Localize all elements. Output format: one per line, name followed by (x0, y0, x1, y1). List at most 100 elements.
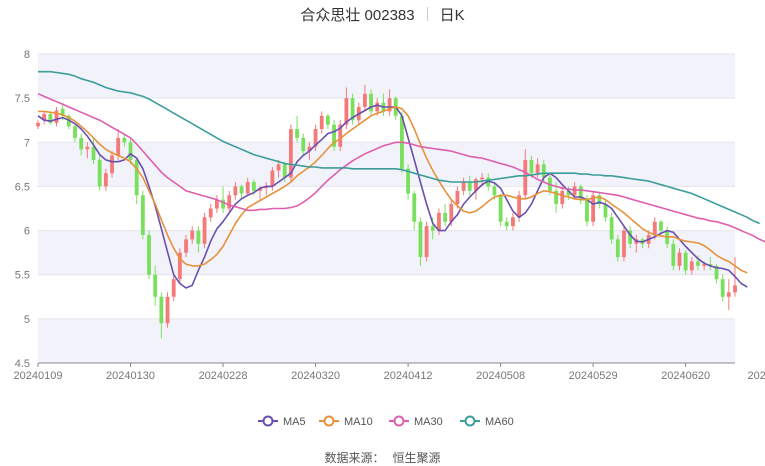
candle-body (159, 296, 164, 324)
candle-body (615, 239, 620, 258)
legend-marker (393, 415, 405, 427)
x-tick-label: 20240228 (199, 370, 248, 382)
candle-body (171, 279, 176, 297)
candle-body (301, 137, 306, 152)
candle-body (578, 186, 583, 200)
candles (36, 84, 737, 339)
moving-average-lines (37, 70, 765, 289)
candle-body (622, 230, 626, 258)
candle-body (696, 261, 700, 266)
candle-body (424, 226, 429, 258)
candle-body (276, 164, 281, 171)
candle-body (437, 212, 441, 231)
candle-body (474, 179, 478, 191)
candle-body (523, 159, 528, 196)
candle-body (702, 264, 707, 266)
candle-body (270, 170, 275, 187)
legend-marker (323, 415, 335, 427)
candle-body (177, 252, 182, 280)
candle-body (467, 182, 472, 191)
y-tick-label: 7 (24, 137, 30, 149)
candle-body (443, 212, 448, 222)
candle-body (511, 217, 515, 227)
candle-body (165, 296, 170, 324)
legend-marker (262, 415, 274, 427)
candle-body (572, 186, 577, 196)
legend-item-ma60[interactable]: MA60 (460, 415, 514, 428)
candle-body (387, 98, 392, 112)
band (38, 142, 735, 187)
candle-body (233, 186, 238, 196)
x-tick-label: 20240412 (384, 370, 433, 382)
y-tick-label: 7.5 (15, 93, 30, 105)
legend-label: MA10 (344, 416, 373, 428)
legend-item-ma10[interactable]: MA10 (319, 415, 373, 428)
candle-body (628, 230, 633, 244)
candle-body (116, 137, 121, 156)
candle-body (332, 124, 336, 147)
candle-body (733, 285, 737, 293)
candle-body (73, 126, 77, 138)
candle-body (566, 190, 571, 196)
candle-body (196, 230, 201, 244)
legend-marker (464, 415, 476, 427)
legend-item-ma30[interactable]: MA30 (389, 415, 443, 428)
data-source: 数据来源： 恒生聚源 (0, 449, 765, 466)
candle-body (560, 190, 565, 205)
candle-body (245, 182, 250, 194)
candle-body (659, 221, 663, 231)
candle-body (535, 164, 540, 174)
candle-body (295, 129, 299, 138)
candle-body (288, 129, 293, 178)
candle-body (554, 190, 559, 205)
candle-body (214, 199, 219, 209)
source-name: 恒生聚源 (392, 451, 441, 465)
candle-body (689, 261, 694, 271)
legend-label: MA5 (283, 416, 306, 428)
legend: MA5 MA10 MA30 MA60 (258, 415, 514, 428)
ma30-line (37, 92, 765, 243)
y-tick-label: 5.5 (15, 270, 30, 282)
period-label[interactable]: 日K (439, 7, 465, 24)
candle-body (85, 146, 90, 150)
x-axis: 20240109 20240130 20240228 20240320 20240412… (14, 362, 765, 382)
ma5-line (37, 104, 748, 289)
candle-body (461, 182, 466, 191)
candle-body (239, 186, 244, 194)
candle-body (585, 199, 589, 222)
candle-body (134, 159, 139, 196)
candle-body (369, 93, 373, 112)
y-tick-label: 6.5 (15, 181, 30, 193)
candle-body (103, 173, 108, 187)
candle-body (42, 114, 47, 121)
candle-body (258, 188, 262, 191)
x-tick-label: 20240109 (14, 370, 63, 382)
legend-item-ma5[interactable]: MA5 (258, 415, 306, 428)
candle-body (455, 190, 460, 205)
candle-body (362, 93, 367, 107)
candle-body (325, 115, 330, 125)
candle-body (541, 164, 546, 178)
candle-body (54, 110, 59, 123)
x-tick-label: 20240130 (106, 370, 155, 382)
candle-body (221, 199, 225, 209)
candle-body (418, 221, 423, 258)
candle-body (609, 217, 614, 240)
candle-body (128, 142, 133, 160)
candle-body (480, 177, 485, 180)
source-label: 数据来源： (324, 451, 385, 465)
x-tick-label: 20240710 (748, 370, 765, 382)
candle-body (60, 108, 65, 116)
candle-body (319, 115, 324, 130)
candle-body (251, 182, 256, 191)
candle-body (184, 239, 188, 253)
candle-body (430, 226, 435, 231)
candle-body (190, 230, 195, 240)
candle-body (597, 195, 602, 205)
candle-body (498, 195, 503, 222)
candle-body (591, 195, 596, 222)
band (38, 318, 735, 363)
candle-body (677, 252, 682, 266)
